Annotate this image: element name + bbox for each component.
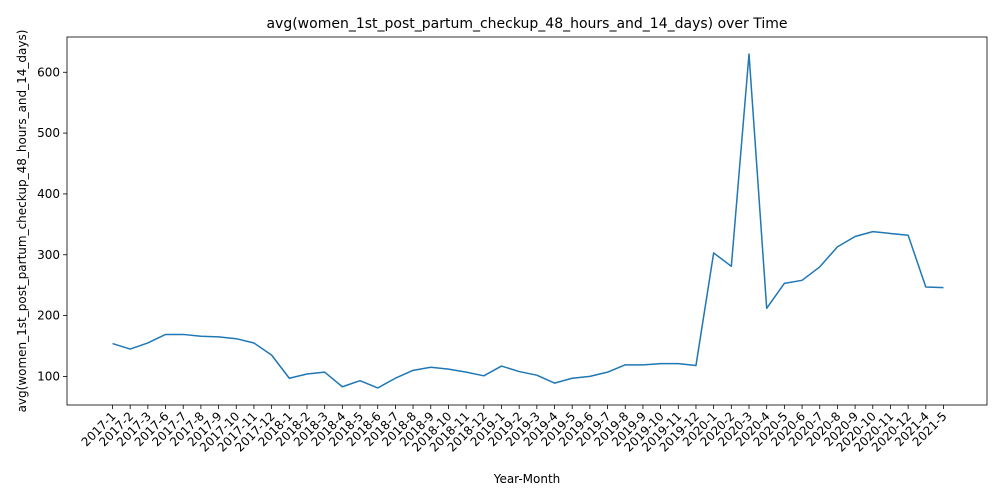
y-axis: 100 200 300 400 500 600	[37, 65, 67, 383]
plot-frame	[66, 36, 988, 406]
y-tick-label: 400	[37, 187, 60, 201]
y-axis-label: avg(women_1st_post_partum_checkup_48_hou…	[15, 30, 29, 413]
x-axis-label: Year-Month	[493, 472, 561, 486]
y-tick-label: 100	[37, 369, 60, 383]
y-tick-label: 500	[37, 126, 60, 140]
chart-title: avg(women_1st_post_partum_checkup_48_hou…	[266, 16, 787, 32]
y-tick-label: 200	[37, 309, 60, 323]
series-line	[112, 53, 944, 389]
y-tick-label: 600	[37, 65, 60, 79]
plot-area	[112, 53, 944, 389]
y-tick-label: 300	[37, 248, 60, 262]
